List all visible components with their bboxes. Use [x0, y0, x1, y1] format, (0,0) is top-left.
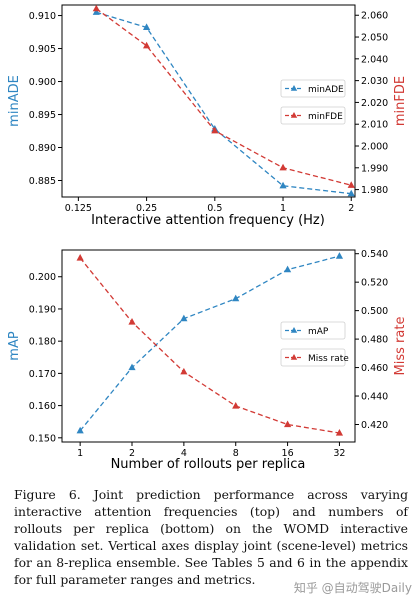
y-left-tick-label: 0.905 [29, 44, 56, 55]
legend-box [280, 321, 346, 340]
y-left-tick-label: 0.160 [29, 401, 56, 412]
y-right-tick-label: 2.000 [361, 142, 388, 153]
y-right-tick-label: 2.010 [361, 120, 388, 131]
data-point [279, 163, 287, 171]
legend-marker [290, 112, 298, 118]
y-right-tick-label: 0.480 [361, 335, 388, 346]
y-left-tick-label: 0.180 [29, 337, 56, 348]
y-right-tick-label: 0.500 [361, 306, 388, 317]
data-point [279, 181, 287, 189]
chart-top: 0.125 0.25 0.5 1 2 0.885 0.890 0.895 0.900 0.905… [7, 4, 408, 228]
legend-box [280, 348, 346, 367]
series-line [79, 255, 340, 432]
y-left-tick-label: 0.885 [29, 176, 56, 187]
y-left-tick-label: 0.200 [29, 272, 56, 283]
watermark: 知乎 @自动驾驶Daily [293, 581, 412, 595]
y-right-tick-label: 2.030 [361, 76, 388, 87]
y-right-tick-label: 2.020 [361, 98, 388, 109]
data-point [76, 253, 84, 261]
y-left-tick-label: 0.895 [29, 110, 56, 121]
y-left-tick-label: 0.190 [29, 304, 56, 315]
legend-marker [290, 354, 298, 360]
data-point [180, 314, 188, 322]
data-point [180, 367, 188, 375]
legend-label: mAP [308, 327, 329, 337]
x-tick-label: 16 [282, 448, 294, 459]
y-right-ticks-top: 1.980 1.990 2.000 2.010 2.020 2.030 2.040 2.050… [355, 11, 388, 196]
series-top [92, 4, 355, 197]
plot-frame-top [61, 4, 356, 198]
y-right-tick-label: 0.460 [361, 363, 388, 374]
legend-top: minADE minFDE [280, 79, 346, 125]
plot-frame-bottom [61, 249, 356, 443]
y-left-ticks-top: 0.885 0.890 0.895 0.900 0.905 0.910 [29, 11, 62, 187]
x-tick-label: 8 [233, 448, 239, 459]
x-tick-label: 2 [348, 203, 354, 214]
x-tick-label: 0.25 [136, 203, 157, 214]
legend-box [280, 79, 346, 98]
figure: 0.125 0.25 0.5 1 2 0.885 0.890 0.895 0.900 0.905… [7, 4, 408, 472]
series-bottom [76, 252, 344, 436]
legend-label: Miss rate [308, 354, 349, 364]
data-point [283, 420, 292, 428]
x-tick-label: 0.5 [207, 203, 222, 214]
y-right-tick-label: 2.040 [361, 54, 388, 65]
x-tick-label: 1 [77, 448, 83, 459]
data-point [347, 181, 355, 188]
x-tick-label: 0.125 [65, 203, 92, 214]
legend-bottom: mAP Miss rate [280, 321, 349, 367]
legend-box [280, 106, 346, 125]
x-tick-label: 2 [129, 448, 135, 459]
data-point [76, 426, 84, 434]
legend-label: minFDE [308, 112, 343, 122]
data-point [335, 252, 344, 259]
legend-marker [290, 85, 298, 91]
data-point [142, 41, 151, 49]
y-axis-label-left-bottom: mAP [7, 331, 22, 361]
y-right-tick-label: 0.540 [361, 249, 388, 260]
y-left-tick-label: 0.890 [29, 143, 56, 154]
y-right-tick-label: 2.050 [361, 33, 388, 44]
x-axis-label-top: Interactive attention frequency (Hz) [91, 213, 325, 228]
y-left-tick-label: 0.900 [29, 77, 56, 88]
legend-label: minADE [308, 85, 344, 95]
x-ticks-top: 0.125 0.25 0.5 1 2 [65, 197, 354, 214]
data-point [347, 189, 355, 197]
data-point [128, 363, 136, 371]
data-point [128, 318, 136, 325]
y-axis-label-left-top: minADE [7, 75, 22, 127]
y-right-tick-label: 1.990 [361, 163, 388, 174]
y-axis-label-right-top: minFDE [393, 76, 408, 126]
y-left-ticks-bottom: 0.150 0.160 0.170 0.180 0.190 0.200 [29, 272, 62, 444]
x-ticks-bottom: 1 2 4 8 16 32 [77, 442, 345, 459]
x-tick-label: 32 [333, 448, 345, 459]
y-right-tick-label: 2.060 [361, 11, 388, 22]
legend-marker [290, 327, 298, 333]
x-tick-label: 4 [181, 448, 187, 459]
series-line [96, 11, 352, 195]
y-left-tick-label: 0.910 [29, 11, 56, 22]
data-point [92, 4, 100, 12]
y-right-tick-label: 1.980 [361, 185, 388, 196]
data-point [283, 265, 292, 273]
data-point [211, 126, 219, 134]
y-axis-label-right-bottom: Miss rate [393, 317, 408, 376]
data-point [92, 8, 100, 15]
y-right-tick-label: 0.520 [361, 278, 388, 289]
figure-caption: Figure 6. Joint prediction performance a… [14, 487, 408, 587]
y-right-tick-label: 0.420 [361, 420, 388, 431]
y-left-tick-label: 0.150 [29, 433, 56, 444]
chart-bottom: 1 2 4 8 16 32 0.1500.1600.1700.1800.1900.200 … [7, 249, 408, 472]
y-right-ticks-bottom: 0.420 0.440 0.460 0.480 0.500 0.520 0.540 [355, 249, 388, 431]
data-point [232, 401, 240, 409]
y-right-tick-label: 0.440 [361, 392, 388, 403]
figure-svg: 0.125 0.25 0.5 1 2 0.885 0.890 0.895 0.900 0.905… [7, 4, 408, 472]
data-point [335, 429, 344, 436]
x-tick-label: 1 [280, 203, 286, 214]
data-point [142, 23, 151, 31]
data-point [232, 294, 240, 302]
x-axis-label-bottom: Number of rollouts per replica [111, 457, 306, 472]
series-line [79, 257, 340, 434]
y-left-tick-label: 0.170 [29, 369, 56, 380]
